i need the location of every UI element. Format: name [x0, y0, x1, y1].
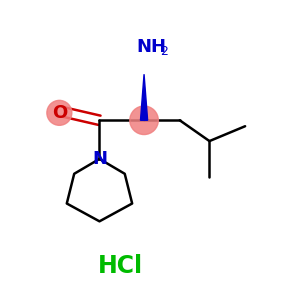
Circle shape [47, 100, 72, 125]
Circle shape [130, 106, 158, 134]
Text: N: N [92, 150, 107, 168]
Polygon shape [140, 74, 148, 120]
Text: NH: NH [136, 38, 166, 56]
Text: 2: 2 [160, 45, 168, 58]
Text: O: O [52, 104, 67, 122]
Text: HCl: HCl [98, 254, 143, 278]
